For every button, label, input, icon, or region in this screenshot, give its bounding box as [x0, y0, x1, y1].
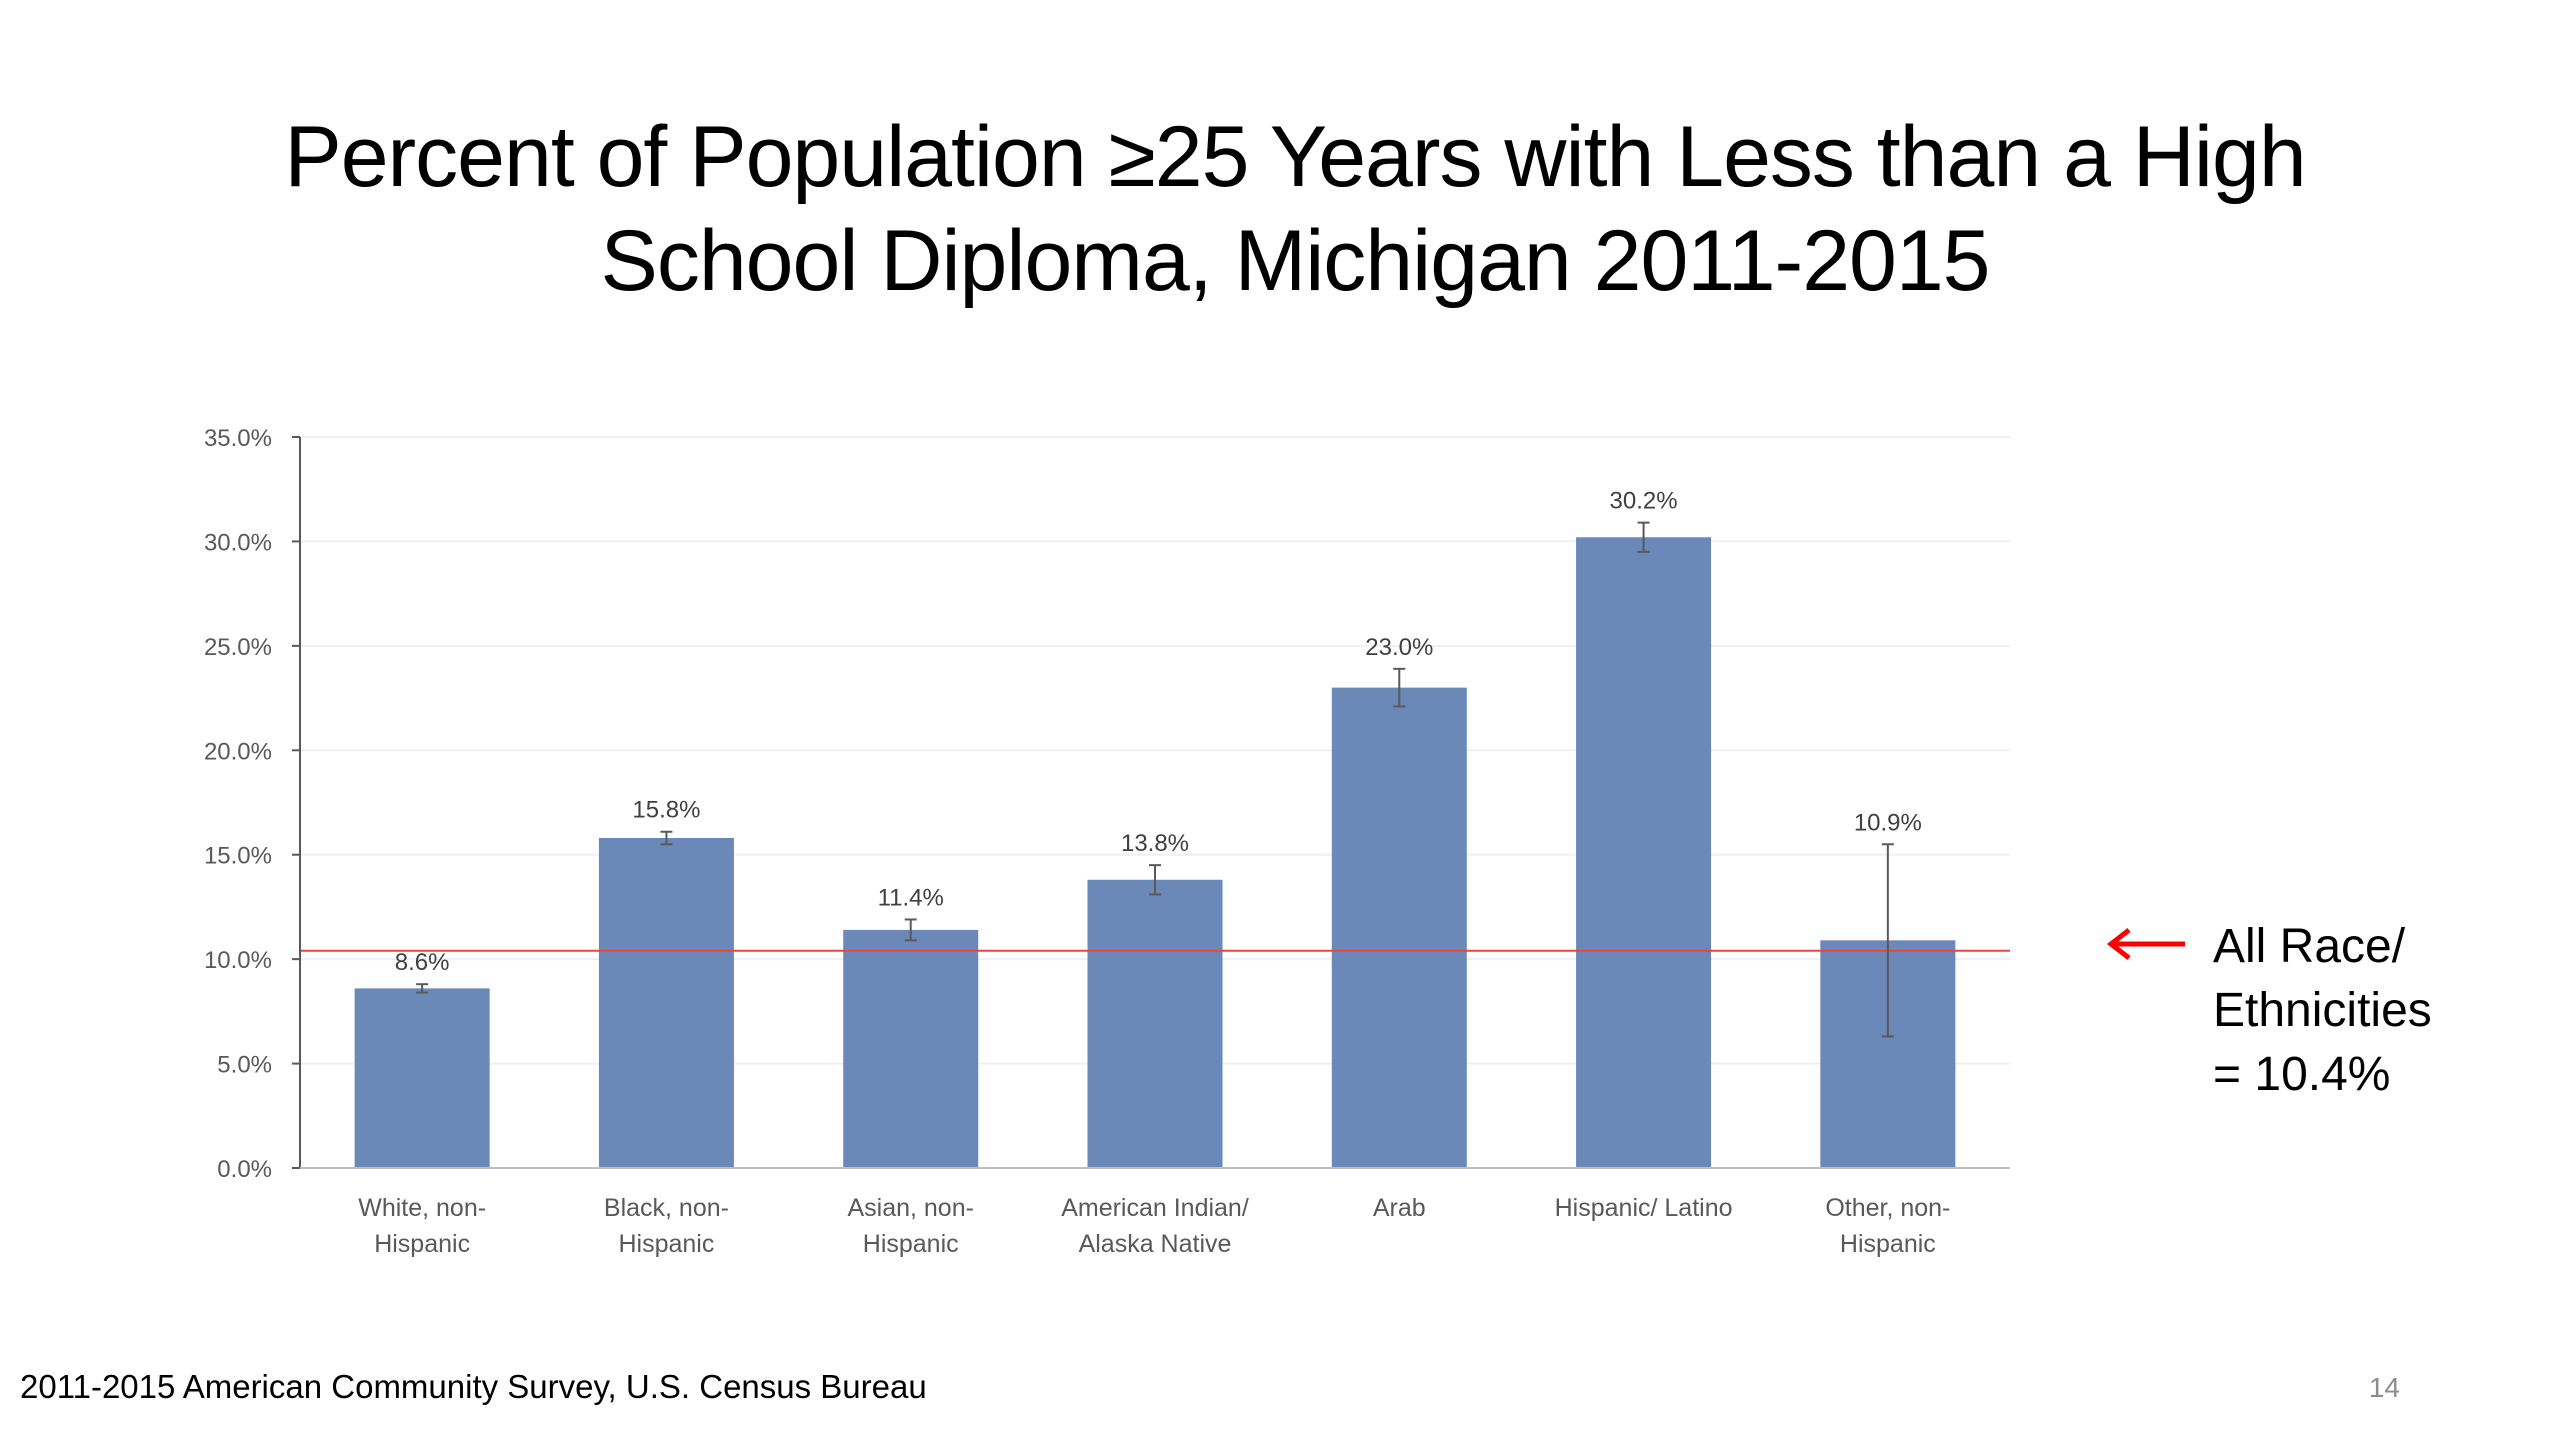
annotation-line-3: = 10.4% — [2213, 1048, 2391, 1101]
bars — [354, 537, 1956, 1168]
bar — [1331, 687, 1467, 1168]
slide-title: Percent of Population ≥25 Years with Les… — [160, 105, 2430, 313]
data-label: 8.6% — [395, 949, 450, 976]
bar — [1576, 537, 1712, 1168]
arrow-left-icon — [2106, 928, 2185, 960]
bar — [843, 929, 979, 1168]
data-label: 15.8% — [632, 797, 700, 824]
data-label: 13.8% — [1121, 830, 1189, 857]
all-race-annotation: All Race/ Ethnicities = 10.4% — [2105, 915, 2533, 1107]
x-category-labels: White, non-Hispanic Black, non-Hispanic As… — [358, 1194, 1950, 1258]
annotation-line-1: All Race/ — [2213, 920, 2406, 973]
y-tick-label: 20.0% — [204, 738, 272, 765]
bar — [1087, 879, 1223, 1168]
axes — [292, 436, 2010, 1169]
data-label: 10.9% — [1854, 809, 1922, 836]
x-category-label: Hispanic/ Latino — [1555, 1194, 1733, 1222]
error-bars — [416, 521, 1894, 1038]
y-tick-labels: 0.0% 5.0% 10.0% 15.0% 20.0% 25.0% 30.0% 35.0% — [204, 425, 272, 1183]
data-labels: 8.6% 15.8% 11.4% 13.8% 23.0% 30.2% 10.9% — [395, 488, 1922, 977]
page-number: 14 — [2368, 1372, 2400, 1403]
y-tick-label: 0.0% — [217, 1156, 272, 1183]
y-tick-label: 10.0% — [204, 947, 272, 974]
bar — [354, 988, 490, 1168]
data-label: 11.4% — [878, 884, 944, 911]
y-tick-label: 35.0% — [204, 425, 272, 452]
bar — [598, 838, 734, 1168]
annotation-text: All Race/ Ethnicities = 10.4% — [2213, 915, 2533, 1107]
x-category-label: Other, non-Hispanic — [1825, 1194, 1950, 1258]
x-category-label: American Indian/Alaska Native — [1061, 1194, 1249, 1258]
y-tick-label: 15.0% — [204, 843, 272, 870]
y-tick-label: 5.0% — [217, 1052, 272, 1079]
slide-title-line-2: School Diploma, Michigan 2011-2015 — [600, 213, 1990, 309]
slide-title-line-1: Percent of Population ≥25 Years with Les… — [284, 109, 2306, 205]
annotation-line-2: Ethnicities — [2213, 984, 2432, 1037]
x-category-label: Black, non-Hispanic — [604, 1194, 729, 1258]
x-category-label: Asian, non-Hispanic — [847, 1194, 973, 1258]
y-tick-label: 25.0% — [204, 634, 272, 661]
data-label: 30.2% — [1610, 488, 1678, 515]
source-note: 2011-2015 American Community Survey, U.S… — [20, 1368, 927, 1405]
gridlines — [300, 436, 2010, 1065]
data-label: 23.0% — [1365, 634, 1433, 661]
x-category-label: White, non-Hispanic — [358, 1194, 486, 1258]
bar-chart: 8.6% 15.8% 11.4% 13.8% 23.0% 30.2% 10.9% 0.0% 5… — [204, 425, 2010, 1258]
y-tick-label: 30.0% — [204, 529, 272, 556]
x-category-label: Arab — [1373, 1194, 1426, 1222]
